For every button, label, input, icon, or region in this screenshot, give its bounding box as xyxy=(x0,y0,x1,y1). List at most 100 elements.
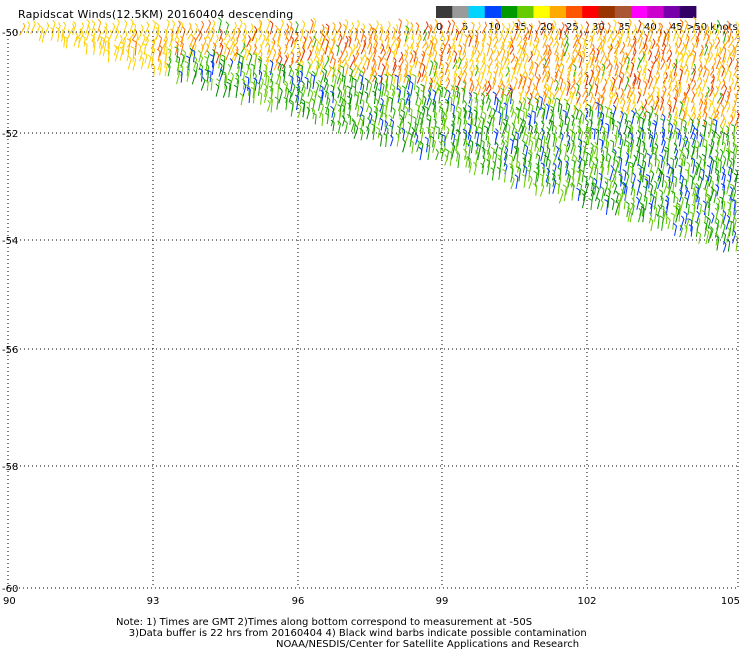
wind-barb-flag xyxy=(657,36,660,41)
wind-barb-flag xyxy=(405,25,409,29)
wind-barb-flag xyxy=(507,79,510,84)
wind-barb xyxy=(589,57,596,68)
wind-barb-flag xyxy=(178,20,181,25)
wind-barb-flag xyxy=(661,159,665,163)
wind-barb-flag xyxy=(691,138,696,142)
wind-barb xyxy=(309,74,313,84)
wind-barb xyxy=(666,188,670,202)
wind-barb xyxy=(716,170,719,182)
wind-barb xyxy=(600,157,605,169)
wind-barb-flag xyxy=(653,205,658,209)
wind-barb-flag xyxy=(296,61,301,65)
wind-barb-flag xyxy=(476,79,480,84)
wind-barb xyxy=(337,90,341,99)
wind-barb-flag xyxy=(503,118,508,122)
wind-barb-flag xyxy=(728,27,732,31)
wind-barb-flag xyxy=(558,113,563,117)
wind-barb-flag xyxy=(76,36,81,41)
wind-barb-flag xyxy=(644,80,648,85)
wind-barb-flag xyxy=(514,145,519,149)
wind-barb-flag xyxy=(711,66,715,71)
latitude-tick-label: -60 xyxy=(2,584,18,595)
wind-barb-flag xyxy=(325,81,329,86)
latitude-tick-label: -50 xyxy=(2,28,18,39)
wind-barb xyxy=(481,55,486,63)
wind-barb xyxy=(215,54,220,64)
wind-barb-flag xyxy=(598,172,603,176)
wind-barb-flag xyxy=(710,51,714,56)
wind-barb-flag xyxy=(398,72,402,76)
wind-barb-flag xyxy=(74,31,78,36)
wind-barb xyxy=(589,122,593,132)
wind-barb-flag xyxy=(597,65,601,70)
wind-barb-flag xyxy=(652,122,657,126)
wind-barb-flag xyxy=(622,181,627,185)
wind-barb-flag xyxy=(523,165,528,169)
wind-barb xyxy=(707,229,713,244)
wind-barb-flag xyxy=(649,161,653,166)
wind-barb-flag xyxy=(705,92,709,97)
wind-barb-flag xyxy=(425,41,429,46)
wind-barb-flag xyxy=(614,55,618,60)
wind-barb xyxy=(723,143,726,154)
wind-barb xyxy=(668,115,672,126)
wind-barb-flag xyxy=(305,101,310,105)
wind-barb xyxy=(428,81,433,90)
wind-barb-flag xyxy=(486,149,490,154)
wind-barb xyxy=(153,66,156,77)
wind-barb-flag xyxy=(326,35,331,40)
wind-barb-flag xyxy=(701,153,706,157)
wind-barb-flag xyxy=(228,34,231,39)
wind-barb-flag xyxy=(212,48,216,53)
wind-barb-flag xyxy=(600,164,605,169)
wind-barb-flag xyxy=(528,77,532,81)
wind-barb xyxy=(704,190,708,202)
wind-barb-flag xyxy=(600,20,605,25)
wind-barb-flag xyxy=(514,59,518,63)
wind-barb-flag xyxy=(432,42,436,46)
wind-barb-flag xyxy=(683,92,686,97)
wind-barb-flag xyxy=(202,76,206,81)
wind-barb xyxy=(509,24,516,35)
wind-barb xyxy=(678,56,684,63)
wind-barb xyxy=(416,74,422,84)
wind-barb xyxy=(510,101,515,113)
wind-barb xyxy=(353,127,359,140)
wind-barb xyxy=(732,145,736,154)
wind-barb-flag xyxy=(610,91,614,96)
wind-barb-flag xyxy=(556,85,560,90)
wind-barb-flag xyxy=(697,85,702,89)
wind-barb xyxy=(600,98,605,110)
wind-barb-flag xyxy=(270,40,275,45)
wind-barb-flag xyxy=(429,135,434,139)
wind-barb xyxy=(728,222,732,237)
wind-barb xyxy=(372,121,376,133)
wind-barb xyxy=(373,92,377,105)
wind-barb-flag xyxy=(487,152,492,157)
wind-barb-flag xyxy=(242,82,247,86)
wind-barb-flag xyxy=(656,86,660,90)
wind-barb xyxy=(503,31,510,42)
wind-barb-flag xyxy=(618,156,623,160)
wind-barb xyxy=(563,44,569,57)
wind-barb-flag xyxy=(704,103,708,107)
wind-barb-flag xyxy=(685,52,689,57)
wind-barb-flag xyxy=(692,16,697,21)
wind-barb xyxy=(444,129,450,141)
wind-barb xyxy=(693,195,697,210)
wind-barb-flag xyxy=(357,113,361,118)
wind-barb-flag xyxy=(428,97,433,101)
wind-barb-flag xyxy=(189,22,192,27)
wind-barb-flag xyxy=(352,77,357,81)
wind-barb xyxy=(626,162,630,176)
wind-barb-flag xyxy=(243,42,246,47)
wind-barb xyxy=(200,66,204,76)
wind-barb-flag xyxy=(380,97,384,102)
wind-barb-flag xyxy=(421,53,425,58)
wind-barb xyxy=(455,79,461,91)
wind-barb-flag xyxy=(398,97,402,101)
wind-barb-flag xyxy=(660,172,665,175)
wind-barb xyxy=(477,146,481,161)
wind-barb xyxy=(636,132,641,146)
wind-barb-flag xyxy=(687,49,691,54)
